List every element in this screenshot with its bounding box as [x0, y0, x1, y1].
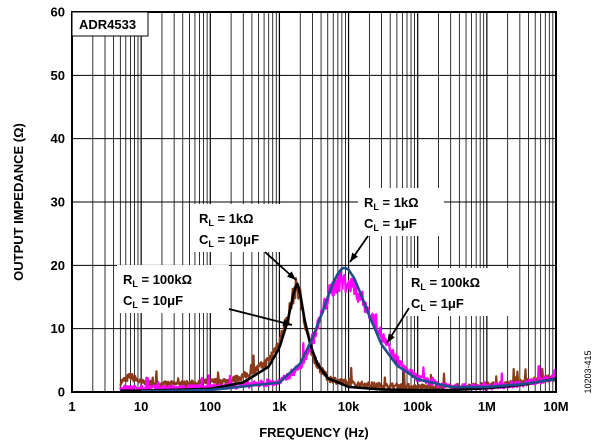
annotation-arrowhead: [286, 271, 296, 280]
annotation-line: RL = 100kΩ: [123, 272, 192, 289]
annotation-line: RL = 1kΩ: [364, 195, 419, 212]
annotation-arrow: [228, 308, 293, 326]
series-group: [119, 266, 558, 393]
chart-title-group: ADR4533: [71, 11, 149, 37]
y-tick-label: 0: [58, 385, 65, 400]
series-line-4: [141, 266, 557, 393]
annotations: RL = 1kΩ CL = 10μF RL = 100kΩ CL = 10μF RL =…: [117, 188, 519, 344]
x-tick-label: 1: [68, 399, 75, 414]
annotation-line: CL = 10μF: [199, 232, 259, 249]
annotation-arrowhead: [282, 319, 292, 327]
x-tick-label: 100k: [403, 399, 433, 414]
annotation-line: CL = 10μF: [123, 293, 183, 310]
y-axis-label: OUTPUT IMPEDANCE (Ω): [11, 123, 26, 281]
tick-labels: 1 10 100 1k 10k 100k 1M 10M 0 10 20 30 40 50 60: [51, 5, 569, 415]
x-tick-label: 10k: [338, 399, 360, 414]
annotation-line: CL = 1μF: [411, 296, 464, 313]
annotation-line: RL = 1kΩ: [199, 211, 254, 228]
annotation-box: [193, 204, 285, 252]
y-tick-label: 20: [51, 258, 65, 273]
chart-title-box: [71, 11, 149, 37]
plot-frame: [71, 11, 557, 393]
y-tick-label: 40: [51, 131, 65, 146]
annotation-box: [117, 265, 229, 313]
y-tick-label: 10: [51, 321, 65, 336]
annotation-arrowhead: [387, 333, 395, 343]
x-axis-label: FREQUENCY (Hz): [259, 425, 369, 440]
annotation-line: CL = 1μF: [364, 216, 417, 233]
figure-id: 10203-415: [583, 350, 593, 393]
annotation-arrowhead: [350, 252, 359, 262]
annotation-line: RL = 100kΩ: [411, 275, 480, 292]
x-tick-label: 10M: [543, 399, 568, 414]
x-tick-label: 10: [134, 399, 148, 414]
annotation-box: [405, 268, 519, 316]
chart-title: ADR4533: [79, 17, 136, 32]
x-tick-label: 1M: [478, 399, 496, 414]
annotation-box: [358, 188, 444, 236]
x-tick-label: 1k: [272, 399, 287, 414]
y-tick-label: 50: [51, 68, 65, 83]
y-tick-label: 60: [51, 5, 65, 20]
x-tick-label: 100: [199, 399, 221, 414]
y-tick-label: 30: [51, 195, 65, 210]
